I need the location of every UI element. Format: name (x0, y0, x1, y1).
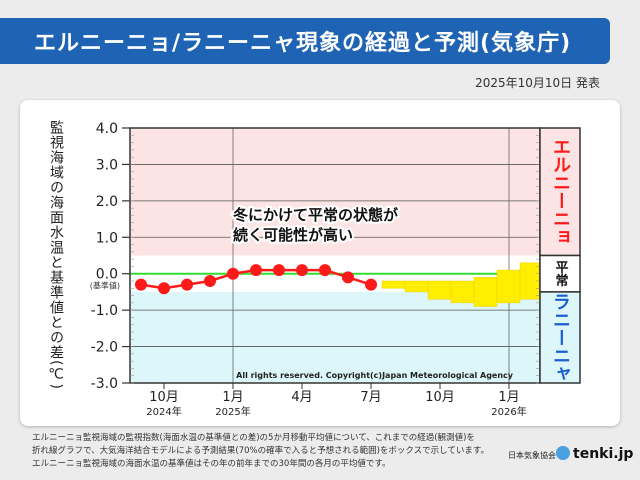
forecast-box (381, 280, 406, 289)
observed-point (204, 275, 216, 287)
annotation-text: 続く可能性が高い (233, 226, 353, 244)
x-year-label: 2024年 (146, 405, 181, 418)
forecast-box (404, 280, 429, 293)
footer-note: エルニーニョ監視海域の監視指数(海面水温の基準値との差)の5か月移動平均値につい… (32, 432, 489, 471)
band-label-box (539, 291, 581, 384)
observed-point (158, 282, 170, 295)
observed-point (365, 278, 377, 291)
forecast-box (496, 269, 521, 304)
footer-line: 折れ線グラフで、大気海洋結合モデルによる予測結果(70%の確率で入ると予想される… (32, 446, 490, 456)
annotation-text: 冬にかけて平常の状態が (233, 206, 399, 224)
band-0 (130, 128, 540, 256)
y-axis-label: 監視海域の海面水温と基準値との差(℃) (48, 119, 64, 390)
x-tick-label: 4月 (291, 390, 312, 405)
observed-point (342, 271, 354, 284)
observed-point (273, 264, 285, 277)
page-title: エルニーニョ/ラニーニャ現象の経過と予測(気象庁) (34, 31, 572, 56)
y-tick-label: -3.0 (91, 376, 118, 392)
observed-point (319, 264, 331, 277)
publish-date: 2025年10月10日 発表 (475, 76, 600, 90)
footer-line: エルニーニョ監視海域の監視指数(海面水温の基準値との差)の5か月移動平均値につい… (32, 433, 475, 443)
y-tick-label: -2.0 (91, 340, 118, 356)
x-year-label: 2026年 (491, 405, 526, 418)
tenki-logo-icon (556, 446, 570, 460)
footer-line: エルニーニョ監視海域の海面水温の基準値はその年の前年までの30年間の各月の平均値… (32, 459, 391, 469)
forecast-box (427, 280, 452, 300)
copyright: All rights reserved. Copyright(c)Japan M… (236, 371, 514, 380)
observed-point (296, 264, 308, 277)
band-label: エルニーニョ (550, 138, 571, 246)
y-tick-label: 3.0 (96, 157, 118, 173)
observed-point (227, 267, 239, 280)
y-tick-label: 4.0 (96, 121, 118, 137)
org-logo: 日本気象協会 (508, 451, 556, 460)
observed-point (135, 278, 147, 291)
band-label-box (539, 127, 581, 257)
title-bar: エルニーニョ/ラニーニャ現象の経過と予測(気象庁) (0, 18, 610, 64)
y-tick-label: 1.0 (96, 230, 118, 246)
band-label: ラニーニャ (550, 292, 571, 382)
y-tick-label: -1.0 (91, 303, 118, 319)
tenki-logo: tenki.jp (573, 446, 634, 462)
x-tick-label: 1月 (222, 390, 243, 405)
observed-point (181, 278, 193, 291)
x-tick-label: 1月 (498, 390, 519, 405)
x-tick-label: 10月 (149, 390, 179, 405)
observed-point (250, 264, 262, 277)
forecast-box (473, 277, 498, 307)
y-tick-label: 0.0 (96, 267, 118, 283)
band-2 (130, 291, 540, 383)
forecast-box (450, 280, 475, 304)
band-label: 平常 (553, 261, 569, 288)
x-year-label: 2025年 (215, 405, 250, 418)
y-tick-label: 2.0 (96, 194, 118, 210)
x-tick-label: 7月 (360, 390, 381, 405)
baseline-label: (基準値) (90, 281, 120, 291)
x-tick-label: 10月 (425, 390, 455, 405)
